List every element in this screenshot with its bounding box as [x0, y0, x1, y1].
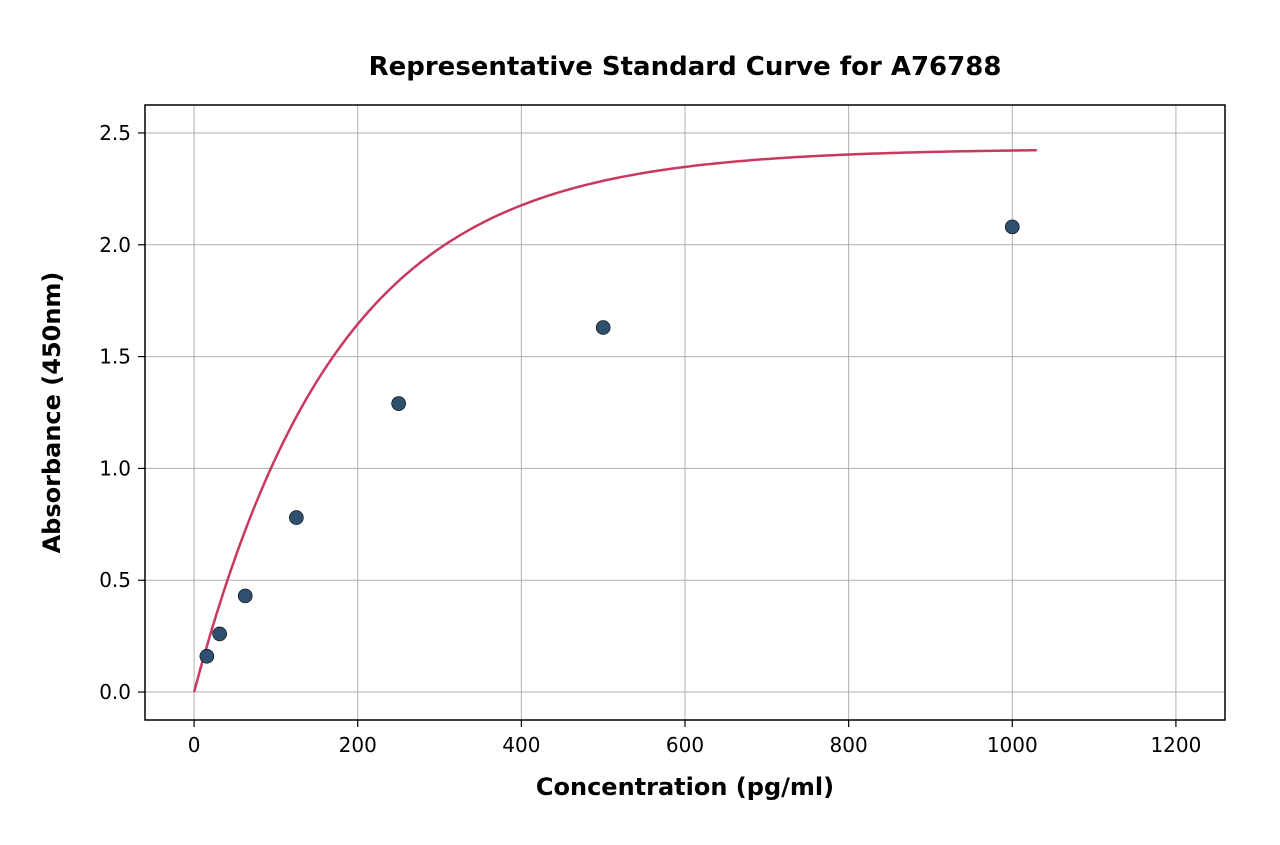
y-tick-label: 0.0: [99, 680, 131, 704]
x-tick-label: 600: [666, 733, 704, 757]
data-point: [213, 627, 227, 641]
chart-background: [0, 0, 1280, 845]
data-point: [392, 397, 406, 411]
data-point: [289, 511, 303, 525]
y-axis-label: Absorbance (450nm): [38, 272, 66, 554]
x-axis-label: Concentration (pg/ml): [536, 773, 834, 801]
data-point: [238, 589, 252, 603]
x-tick-label: 1000: [987, 733, 1038, 757]
x-tick-label: 1200: [1150, 733, 1201, 757]
data-point: [596, 321, 610, 335]
chart-title: Representative Standard Curve for A76788: [369, 52, 1002, 82]
x-tick-label: 400: [502, 733, 540, 757]
chart-container: 0 200 400 600 800 1000 1200 0.0 0.5 1.0 1.5 2.0 2.5 C…: [0, 0, 1280, 845]
y-tick-label: 2.5: [99, 121, 131, 145]
x-tick-label: 200: [339, 733, 377, 757]
y-tick-label: 1.0: [99, 456, 131, 480]
x-tick-label: 0: [188, 733, 201, 757]
standard-curve-chart: 0 200 400 600 800 1000 1200 0.0 0.5 1.0 1.5 2.0 2.5 C…: [0, 0, 1280, 845]
data-point: [200, 649, 214, 663]
data-point: [1005, 220, 1019, 234]
x-tick-label: 800: [830, 733, 868, 757]
y-tick-label: 1.5: [99, 345, 131, 369]
y-tick-label: 2.0: [99, 233, 131, 257]
y-tick-label: 0.5: [99, 568, 131, 592]
